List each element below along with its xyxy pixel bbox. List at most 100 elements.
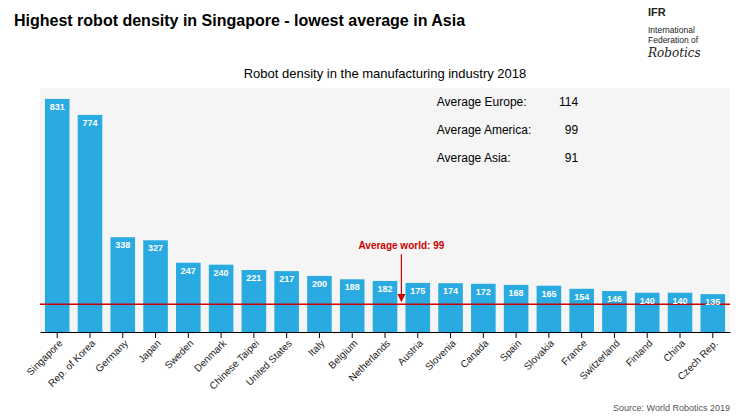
x-tick: Austria <box>395 332 425 367</box>
data-label: 240 <box>214 268 229 278</box>
bar <box>405 283 430 332</box>
data-labels: 8317743383272472402212172001881821751741… <box>50 102 721 307</box>
x-tick: Slovenia <box>423 332 458 372</box>
bar <box>176 263 201 332</box>
data-label: 247 <box>181 266 196 276</box>
logo-text: Robotics <box>647 46 701 60</box>
x-tick-label: United States <box>244 338 294 388</box>
x-tick: Rep. of Korea <box>46 332 98 389</box>
bar <box>78 115 103 332</box>
bar <box>45 99 70 332</box>
x-tick-mark <box>483 332 484 338</box>
logo-line: IFR <box>648 6 666 18</box>
data-label: 140 <box>672 296 687 306</box>
data-label: 217 <box>279 274 294 284</box>
x-tick-mark <box>253 332 254 338</box>
x-tick-mark <box>155 332 156 338</box>
x-tick-label: Slovakia <box>522 337 557 372</box>
bar <box>274 271 299 332</box>
logo-line: International <box>648 25 695 35</box>
averages: Average Europe:114Average America:99Aver… <box>437 95 579 165</box>
x-tick-label: Sweden <box>162 338 195 371</box>
x-tick: Finland <box>624 332 655 369</box>
x-tick-label: Rep. of Korea <box>46 337 98 389</box>
x-tick: United States <box>244 332 294 388</box>
bar <box>471 284 496 332</box>
data-label: 146 <box>607 294 622 304</box>
x-tick-label: China <box>661 337 688 364</box>
x-tick-mark <box>352 332 353 338</box>
data-label: 168 <box>509 288 524 298</box>
annotation-arrow <box>401 254 402 301</box>
data-label: 175 <box>410 286 425 296</box>
x-tick-mark <box>122 332 123 338</box>
x-tick-label: Slovenia <box>423 337 458 372</box>
x-tick-label: Switzerland <box>577 338 621 382</box>
x-tick-mark <box>89 332 90 338</box>
x-tick-mark <box>57 332 58 338</box>
x-tick-label: Germany <box>93 338 130 375</box>
bar <box>537 286 562 332</box>
average-value: 114 <box>559 95 578 109</box>
logo-text: IFR <box>648 6 666 18</box>
logo: IFR InternationalFederation ofRobotics <box>647 6 701 60</box>
bar <box>700 294 725 332</box>
x-tick-label: Belgium <box>326 338 359 371</box>
bar <box>242 270 267 332</box>
data-label: 327 <box>148 243 163 253</box>
x-tick-label: Italy <box>306 338 327 359</box>
x-tick: Switzerland <box>577 332 621 382</box>
x-tick: Germany <box>93 332 130 374</box>
reference-label: Average world: 99 <box>358 240 444 251</box>
average-label: Average Europe: <box>437 95 527 109</box>
x-tick-mark <box>417 332 418 338</box>
average-value: 99 <box>565 123 579 137</box>
x-tick: Spain <box>498 332 524 363</box>
x-axis: SingaporeRep. of KoreaGermanyJapanSweden… <box>25 332 731 392</box>
bar <box>504 285 529 332</box>
x-tick-label: Japan <box>136 338 163 365</box>
marks <box>40 99 730 332</box>
x-tick-mark <box>385 332 386 338</box>
logo-text: InternationalFederation of <box>648 25 699 46</box>
x-tick: France <box>559 332 589 367</box>
x-tick-mark <box>680 332 681 338</box>
source: Source: World Robotics 2019 <box>613 403 730 413</box>
data-label: 154 <box>574 292 589 302</box>
x-tick-mark <box>712 332 713 338</box>
data-label: 221 <box>246 273 261 283</box>
bar <box>569 289 594 332</box>
chart: SingaporeRep. of KoreaGermanyJapanSweden… <box>0 0 750 417</box>
bar <box>668 293 693 332</box>
data-label: 774 <box>82 118 97 128</box>
x-tick-label: Finland <box>624 338 655 369</box>
bar <box>438 283 463 332</box>
x-tick-mark <box>319 332 320 338</box>
x-tick: Sweden <box>162 332 195 371</box>
subtitle: Robot density in the manufacturing indus… <box>244 66 527 81</box>
data-label: 831 <box>50 102 65 112</box>
x-tick: Czech Rep. <box>675 332 720 382</box>
bar <box>602 291 627 332</box>
data-label: 165 <box>541 289 556 299</box>
bar <box>209 265 234 332</box>
x-tick-mark <box>516 332 517 338</box>
data-label: 200 <box>312 279 327 289</box>
data-label: 140 <box>640 296 655 306</box>
x-tick-mark <box>548 332 549 338</box>
average-value: 91 <box>565 151 579 165</box>
x-tick-label: France <box>559 337 589 367</box>
data-label: 188 <box>345 282 360 292</box>
bar <box>143 240 168 332</box>
x-tick: Belgium <box>326 332 359 371</box>
data-label: 135 <box>705 297 720 307</box>
x-tick-label: Canada <box>458 337 491 370</box>
x-tick-label: Spain <box>498 338 524 364</box>
x-tick-mark <box>450 332 451 338</box>
x-tick: Japan <box>136 332 163 365</box>
x-tick-mark <box>614 332 615 338</box>
data-label: 172 <box>476 287 491 297</box>
title: Highest robot density in Singapore - low… <box>14 12 465 29</box>
average-label: Average Asia: <box>437 151 511 165</box>
x-tick-mark <box>221 332 222 338</box>
